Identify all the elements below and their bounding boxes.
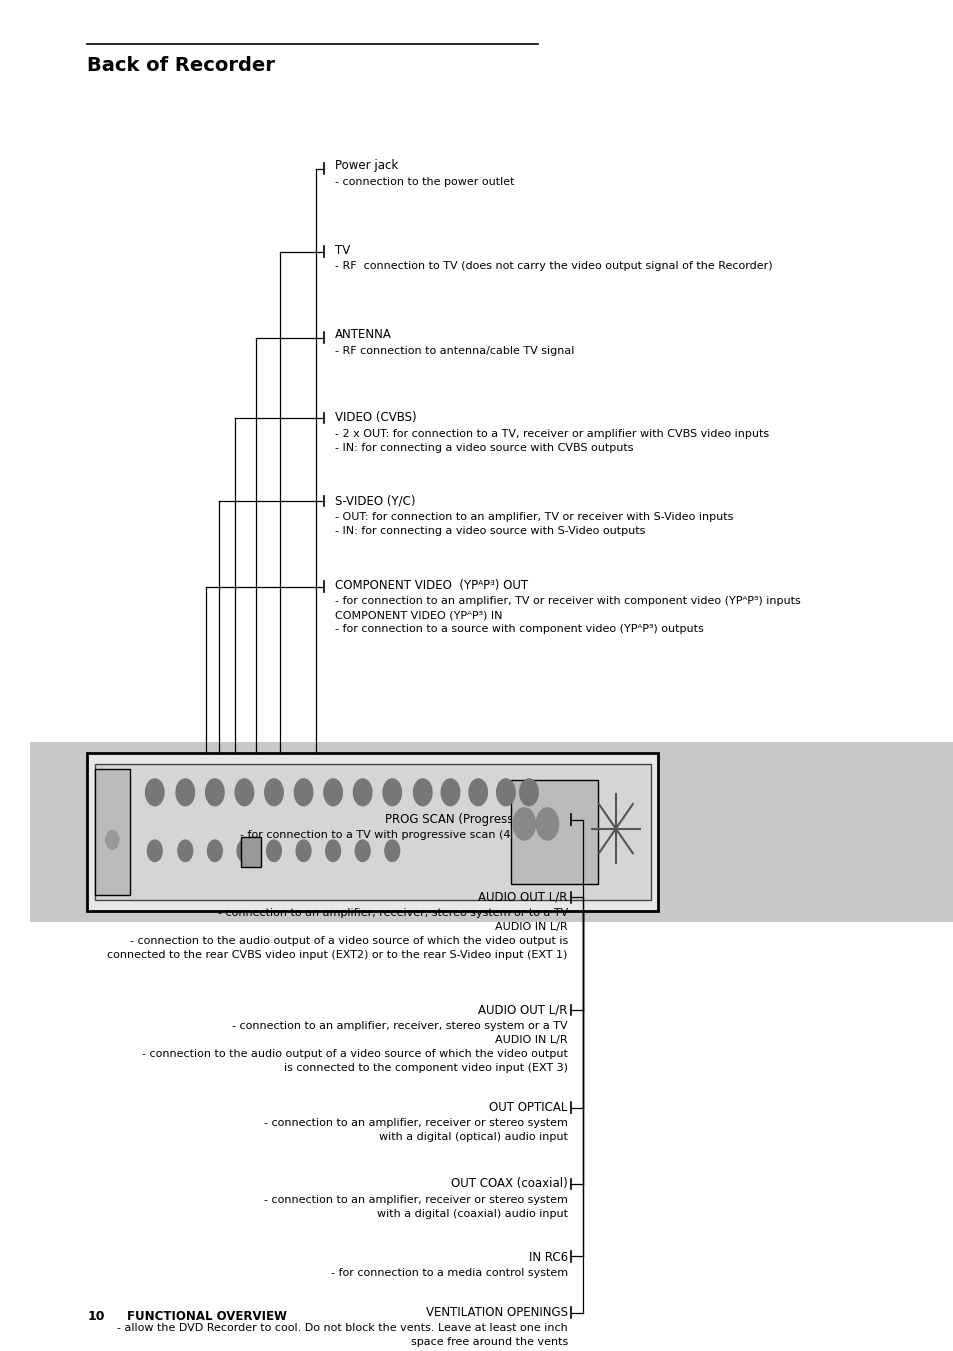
Circle shape (382, 780, 401, 805)
Text: - for connection to a media control system: - for connection to a media control syst… (331, 1269, 567, 1278)
Text: S-VIDEO (Y/C): S-VIDEO (Y/C) (335, 494, 416, 507)
Text: - for connection to an amplifier, TV or receiver with component video (YPᴬPᴲ) in: - for connection to an amplifier, TV or … (335, 596, 800, 634)
Circle shape (513, 808, 535, 840)
Circle shape (207, 840, 222, 862)
Circle shape (177, 840, 193, 862)
Text: VENTILATION OPENINGS: VENTILATION OPENINGS (425, 1306, 567, 1319)
Circle shape (235, 780, 253, 805)
Text: - 2 x OUT: for connection to a TV, receiver or amplifier with CVBS video inputs
: - 2 x OUT: for connection to a TV, recei… (335, 428, 768, 453)
Text: - connection to an amplifier, receiver or stereo system
with a digital (coaxial): - connection to an amplifier, receiver o… (264, 1194, 567, 1219)
Text: - OUT: for connection to an amplifier, TV or receiver with S-Video inputs
- IN: : - OUT: for connection to an amplifier, T… (335, 512, 733, 536)
Circle shape (206, 780, 224, 805)
Text: - connection to an amplifier, receiver or stereo system
with a digital (optical): - connection to an amplifier, receiver o… (264, 1119, 567, 1143)
Text: COMPONENT VIDEO  (YPᴬPᴲ) OUT: COMPONENT VIDEO (YPᴬPᴲ) OUT (335, 578, 528, 592)
Text: FUNCTIONAL OVERVIEW: FUNCTIONAL OVERVIEW (127, 1310, 287, 1324)
Text: - connection to the power outlet: - connection to the power outlet (335, 177, 514, 186)
Bar (94, 769, 130, 894)
Circle shape (413, 780, 432, 805)
Circle shape (469, 780, 487, 805)
Circle shape (106, 831, 118, 848)
Circle shape (323, 780, 342, 805)
Circle shape (353, 780, 372, 805)
Text: - for connection to a TV with progressive scan (480p) input: - for connection to a TV with progressiv… (239, 831, 567, 840)
Bar (88, 753, 658, 911)
Text: Power jack: Power jack (335, 159, 397, 173)
Text: ANTENNA: ANTENNA (335, 328, 392, 342)
Text: AUDIO OUT L/R: AUDIO OUT L/R (477, 890, 567, 904)
Text: IN RC6: IN RC6 (528, 1251, 567, 1265)
Circle shape (325, 840, 340, 862)
Bar (94, 763, 650, 900)
Bar (240, 838, 261, 867)
Text: PROG SCAN (Progressive Scan): PROG SCAN (Progressive Scan) (384, 813, 567, 825)
Circle shape (265, 780, 283, 805)
Text: VIDEO (CVBS): VIDEO (CVBS) (335, 411, 416, 424)
Circle shape (536, 808, 558, 840)
Text: - connection to an amplifier, receiver, stereo system or a TV
AUDIO IN L/R
- con: - connection to an amplifier, receiver, … (142, 1021, 567, 1073)
Circle shape (295, 840, 311, 862)
Text: OUT COAX (coaxial): OUT COAX (coaxial) (451, 1178, 567, 1190)
Text: 10: 10 (88, 1310, 105, 1324)
Text: - RF connection to antenna/cable TV signal: - RF connection to antenna/cable TV sign… (335, 346, 574, 355)
Text: - RF  connection to TV (does not carry the video output signal of the Recorder): - RF connection to TV (does not carry th… (335, 261, 772, 272)
Circle shape (148, 840, 162, 862)
Circle shape (176, 780, 194, 805)
Circle shape (266, 840, 281, 862)
Bar (510, 780, 598, 884)
Text: OUT OPTICAL: OUT OPTICAL (489, 1101, 567, 1115)
Circle shape (355, 840, 370, 862)
Circle shape (440, 780, 459, 805)
Circle shape (236, 840, 252, 862)
Text: - allow the DVD Recorder to cool. Do not block the vents. Leave at least one inc: - allow the DVD Recorder to cool. Do not… (117, 1324, 567, 1347)
Text: Back of Recorder: Back of Recorder (88, 57, 275, 76)
Text: TV: TV (335, 243, 350, 257)
Circle shape (384, 840, 399, 862)
Circle shape (519, 780, 537, 805)
Circle shape (146, 780, 164, 805)
Bar (30, 742, 953, 921)
Text: - connection to an amplifier, receiver, stereo system or to a TV
AUDIO IN L/R
- : - connection to an amplifier, receiver, … (108, 908, 567, 961)
Text: AUDIO OUT L/R: AUDIO OUT L/R (477, 1004, 567, 1016)
Circle shape (294, 780, 313, 805)
Circle shape (497, 780, 515, 805)
